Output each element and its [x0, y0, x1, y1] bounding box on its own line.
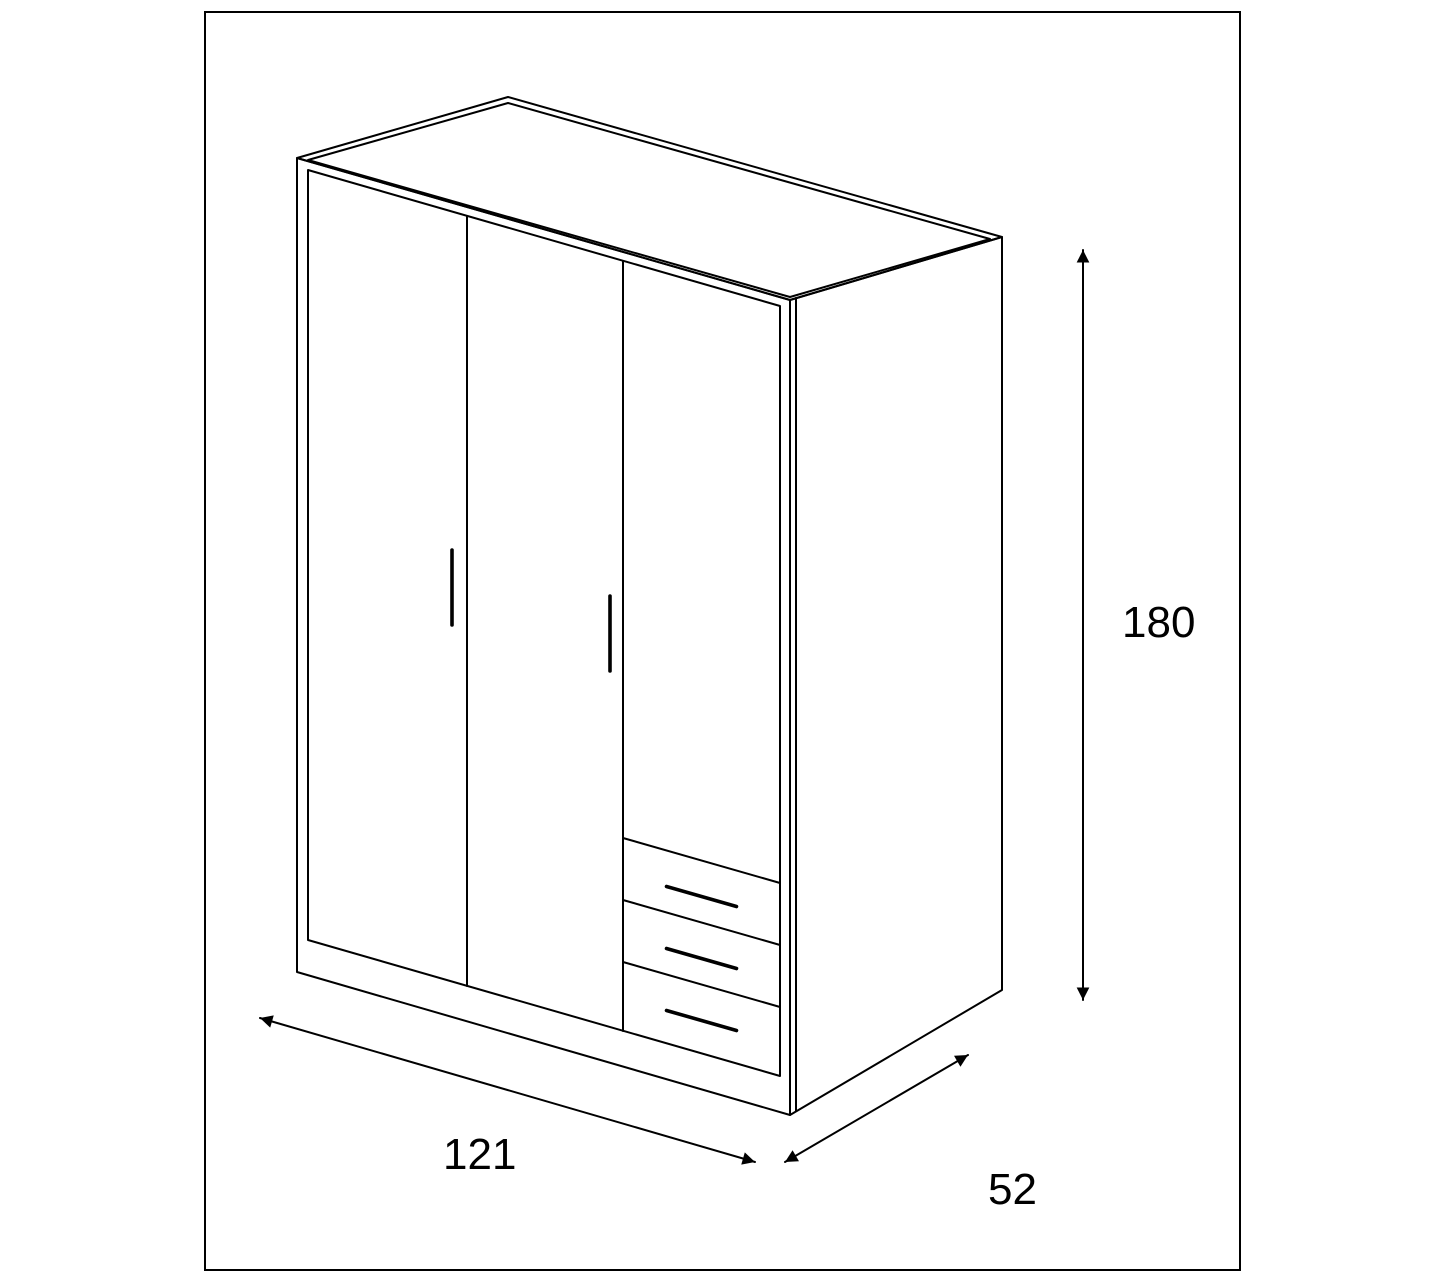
dim-width-label: 121 [443, 1130, 516, 1180]
dim-depth-label: 52 [988, 1165, 1037, 1215]
outer-frame [204, 11, 1241, 1271]
dim-height-label: 180 [1122, 598, 1195, 648]
